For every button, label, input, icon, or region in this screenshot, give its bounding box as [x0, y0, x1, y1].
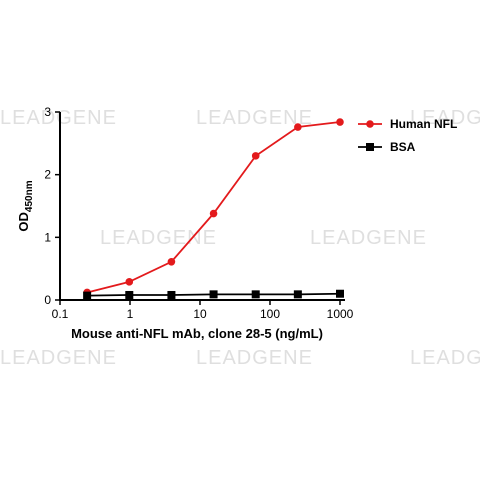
data-point-bsa — [293, 290, 302, 299]
watermark-text: LEADGENE — [196, 107, 313, 129]
y-tick-label: 2 — [44, 168, 51, 182]
watermark-text: LEADGENE — [0, 347, 117, 369]
x-tick-label: 10 — [193, 307, 207, 321]
series-line-human-nfl — [86, 121, 341, 294]
data-point-bsa — [167, 290, 176, 299]
watermark-text: LEADGENE — [0, 107, 117, 129]
data-point-bsa — [125, 290, 134, 299]
data-point-human-nfl — [167, 257, 176, 266]
data-point-human-nfl — [251, 152, 260, 160]
tick-group: 0.1 1 10 100 1000 0 1 2 3 — [44, 105, 353, 321]
data-point-bsa — [209, 290, 218, 299]
watermark-text: LEADGENE — [196, 347, 313, 369]
legend-label: Human NFL — [390, 117, 457, 131]
watermark-group: LEADGENE LEADGENE LEADGENE LEADGENE LEAD… — [0, 107, 480, 369]
y-axis-title: OD450nm — [16, 180, 35, 231]
data-point-human-nfl — [209, 209, 218, 218]
y-tick-label: 3 — [44, 105, 51, 119]
x-tick-label: 1000 — [327, 307, 354, 321]
watermark-text: LEADGENE — [410, 347, 480, 369]
data-point-human-nfl — [294, 123, 302, 131]
x-tick-label: 1 — [127, 307, 134, 321]
y-axis-title-main: OD — [16, 212, 31, 232]
y-tick-label: 1 — [44, 230, 51, 244]
series-group — [83, 118, 344, 300]
x-tick-label: 0.1 — [52, 307, 69, 321]
data-point-bsa — [336, 289, 344, 298]
legend-marker-square — [366, 143, 374, 151]
watermark-text: LEADGENE — [410, 107, 480, 129]
legend-label: BSA — [390, 140, 416, 154]
data-point-human-nfl — [336, 118, 344, 126]
y-axis-title-sub: 450nm — [24, 180, 35, 212]
data-point-human-nfl — [125, 278, 134, 286]
data-point-bsa — [251, 290, 260, 299]
x-axis-title: Mouse anti-NFL mAb, clone 28-5 (ng/mL) — [71, 326, 323, 341]
x-tick-label: 100 — [260, 307, 280, 321]
data-point-bsa — [83, 291, 92, 300]
legend: Human NFL BSA — [358, 117, 457, 154]
y-tick-label: 0 — [44, 293, 51, 307]
legend-marker-circle — [366, 120, 374, 128]
watermark-text: LEADGENE — [310, 227, 427, 249]
